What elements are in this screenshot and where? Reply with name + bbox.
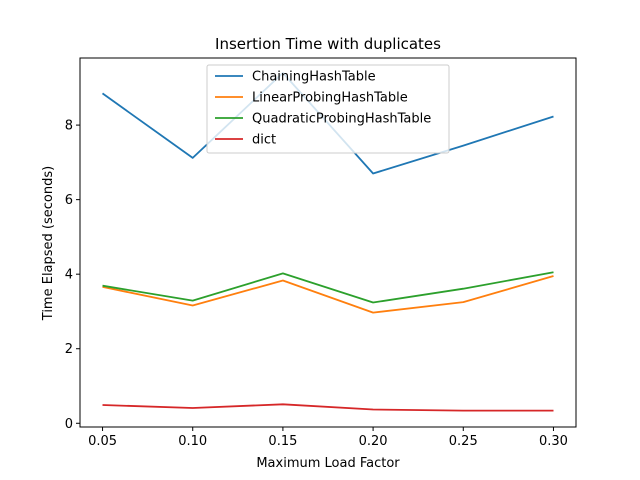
- legend-label: LinearProbingHashTable: [252, 91, 408, 106]
- x-tick-label: 0.10: [178, 434, 207, 449]
- legend-frame: [206, 64, 450, 154]
- series-line-2: [102, 271, 554, 304]
- series-line-3: [102, 403, 554, 412]
- y-tick-label: 2: [65, 342, 73, 357]
- x-axis-label: Maximum Load Factor: [256, 456, 400, 471]
- chart-title: Insertion Time with duplicates: [215, 35, 441, 53]
- x-axis-ticks: 0.05 0.10 0.15 0.20 0.25 0.30: [88, 427, 568, 449]
- x-tick-label: 0.25: [449, 434, 478, 449]
- legend-label: dict: [252, 133, 276, 148]
- legend: ChainingHashTable LinearProbingHashTable Q…: [206, 64, 450, 154]
- y-tick-label: 0: [65, 417, 73, 432]
- y-tick-label: 4: [65, 268, 73, 283]
- plot-area-frame: [79, 57, 577, 428]
- series-line-1: [102, 275, 554, 314]
- y-tick-label: 6: [65, 193, 73, 208]
- y-axis-label: Time Elapsed (seconds): [41, 166, 56, 321]
- x-tick-label: 0.15: [268, 434, 297, 449]
- legend-label: QuadraticProbingHashTable: [252, 112, 431, 127]
- x-tick-label: 0.20: [359, 434, 388, 449]
- x-tick-label: 0.05: [88, 434, 117, 449]
- legend-label: ChainingHashTable: [252, 70, 376, 85]
- y-tick-label: 8: [65, 119, 73, 134]
- y-axis-ticks: 0 2 4 6 8: [65, 119, 80, 432]
- x-tick-label: 0.30: [539, 434, 568, 449]
